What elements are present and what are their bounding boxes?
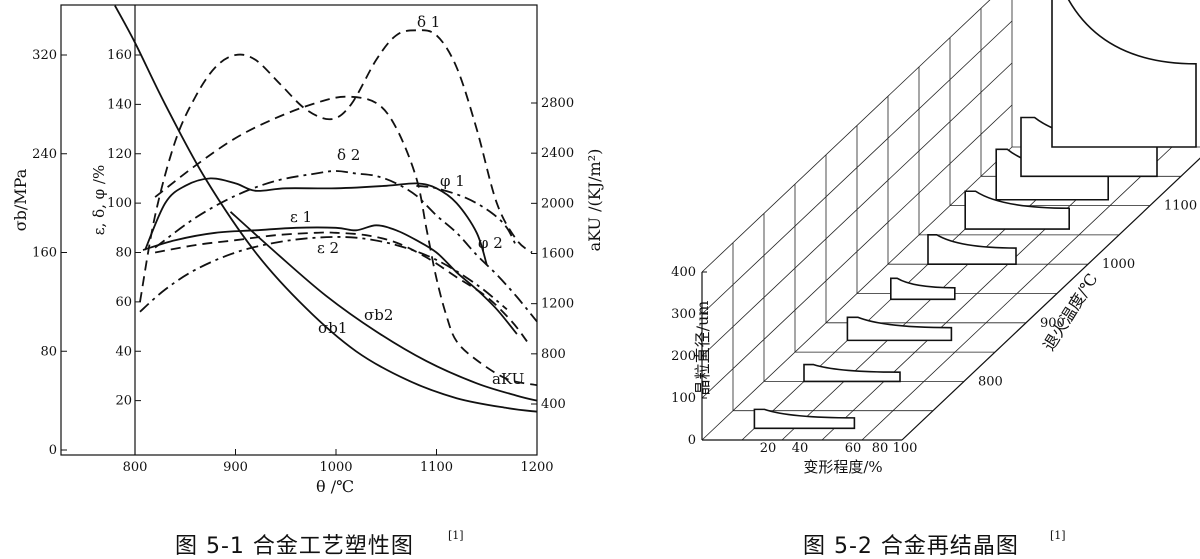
- left-inner-tick-label: 20: [115, 394, 132, 409]
- wall-grid-horizontal: [701, 62, 1013, 357]
- 3d-grid: [701, 0, 1200, 441]
- series-label-phi1: φ 1: [440, 172, 465, 190]
- series-line-2: [144, 177, 488, 266]
- right-axis: 400 800 1200 1600 2000 2400 2800: [531, 96, 574, 412]
- x-tick-label: 800: [123, 460, 148, 475]
- left-inner-tick-label: 80: [115, 246, 132, 261]
- plot-frame: [60, 4, 538, 456]
- 3d-bars: [753, 0, 1197, 430]
- x-tick-label: 1200: [520, 460, 553, 475]
- series-label-delta1: δ 1: [417, 13, 440, 31]
- series-line-7: [114, 5, 538, 413]
- left-inner-tick-label: 100: [107, 196, 132, 211]
- grain-block-3: [890, 277, 956, 301]
- y-tick-label: 1100: [1164, 199, 1197, 214]
- wall-grid-horizontal: [701, 20, 1013, 315]
- series-line-9: [154, 95, 538, 387]
- x-tick-label: 40: [792, 441, 809, 456]
- z-tick-label: 100: [671, 391, 696, 406]
- x-tick-label: 1000: [319, 460, 352, 475]
- right-tick-label: 2800: [541, 96, 574, 111]
- left-outer-axis-title: σb/MPa: [11, 168, 30, 231]
- left-inner-axis-title: ε, δ, φ /%: [90, 165, 108, 235]
- recrystallization-chart: 0 100 200 300 400 20 40 60 80 100 800 900 1000 1100…: [671, 0, 1200, 559]
- x-axis-ticks: 20 40 60 80 100: [760, 441, 918, 456]
- left-inner-axis: 20 40 60 80 100 120 140 160: [107, 48, 141, 409]
- caption-fig2: 图 5-2 合金再结晶图: [803, 534, 1019, 559]
- series-line-3: [416, 184, 518, 249]
- left-outer-tick-label: 0: [49, 443, 57, 458]
- series-label-delta2: δ 2: [337, 146, 360, 164]
- caption-fig1: 图 5-1 合金工艺塑性图: [175, 534, 414, 559]
- right-axis-title: aKU /(KJ/m²): [585, 149, 604, 252]
- alloy-plasticity-chart: 0 80 160 240 320 20 40 60 80 100 120 140 160 400 800…: [11, 4, 604, 559]
- right-tick-label: 800: [541, 347, 566, 362]
- left-outer-axis: 0 80 160 240 320: [32, 48, 67, 458]
- series-line-1: [154, 170, 538, 323]
- left-outer-tick-label: 240: [32, 147, 57, 162]
- y-axis-line: [901, 157, 1200, 441]
- left-inner-tick-label: 160: [107, 48, 132, 63]
- y-axis-title: 退火温度/℃: [1039, 270, 1101, 354]
- x-tick-label: 900: [223, 460, 248, 475]
- z-tick-label: 0: [688, 433, 696, 448]
- caption-fig1-ref: [1]: [448, 529, 464, 542]
- x-tick-label: 80: [872, 441, 889, 456]
- z-axis-title: 晶粒直径/um: [693, 301, 712, 396]
- series-label-aku: aKU: [492, 370, 524, 388]
- series-line-0: [139, 29, 533, 303]
- series-label-phi2: φ 2: [478, 234, 503, 252]
- right-tick-label: 1200: [541, 297, 574, 312]
- grain-block-5: [964, 190, 1070, 230]
- series-label-sigma1: σb1: [318, 319, 347, 337]
- plot-border: [60, 4, 538, 456]
- right-tick-label: 1600: [541, 247, 574, 262]
- z-tick-label: 300: [671, 307, 696, 322]
- left-inner-tick-label: 40: [115, 344, 132, 359]
- series-label-sigma2: σb2: [364, 306, 393, 324]
- caption-fig2-ref: [1]: [1050, 529, 1066, 542]
- series-line-8: [229, 211, 538, 402]
- left-inner-tick-label: 140: [107, 97, 132, 112]
- grain-block-4: [927, 234, 1017, 265]
- grain-block-8: [1051, 0, 1197, 148]
- z-tick-label: 400: [671, 265, 696, 280]
- y-tick-label: 900: [1040, 316, 1065, 331]
- y-tick-label: 1000: [1102, 257, 1135, 272]
- series-line-4: [142, 224, 518, 335]
- right-tick-label: 400: [541, 397, 566, 412]
- series-line-6: [139, 236, 508, 313]
- z-tick-label: 200: [671, 349, 696, 364]
- series-lines: [114, 5, 538, 413]
- left-inner-tick-label: 60: [115, 295, 132, 310]
- x-tick-label: 60: [845, 441, 862, 456]
- x-axis-title: 变形程度/%: [803, 458, 882, 476]
- wall-grid-horizontal: [701, 0, 991, 273]
- z-axis-ticks: 0 100 200 300 400: [671, 265, 707, 448]
- x-tick-label: 1100: [420, 460, 453, 475]
- y-tick-label: 800: [978, 374, 1003, 389]
- left-outer-tick-label: 80: [40, 344, 57, 359]
- x-axis-title: θ /℃: [316, 477, 354, 496]
- right-tick-label: 2400: [541, 146, 574, 161]
- wall-grid-horizontal: [701, 104, 1013, 399]
- series-label-eps1: ε 1: [290, 208, 312, 226]
- grain-block-0: [753, 408, 856, 430]
- x-tick-label: 20: [760, 441, 777, 456]
- left-inner-tick-label: 120: [107, 147, 132, 162]
- series-line-5: [154, 231, 528, 342]
- right-tick-label: 2000: [541, 196, 574, 211]
- left-outer-tick-label: 160: [32, 246, 57, 261]
- series-label-eps2: ε 2: [317, 239, 339, 257]
- left-outer-tick-label: 320: [32, 48, 57, 63]
- grain-block-1: [803, 363, 901, 383]
- grain-block-2: [846, 316, 953, 342]
- x-tick-label: 100: [893, 441, 918, 456]
- x-axis: 800 900 1000 1100 1200: [123, 449, 554, 475]
